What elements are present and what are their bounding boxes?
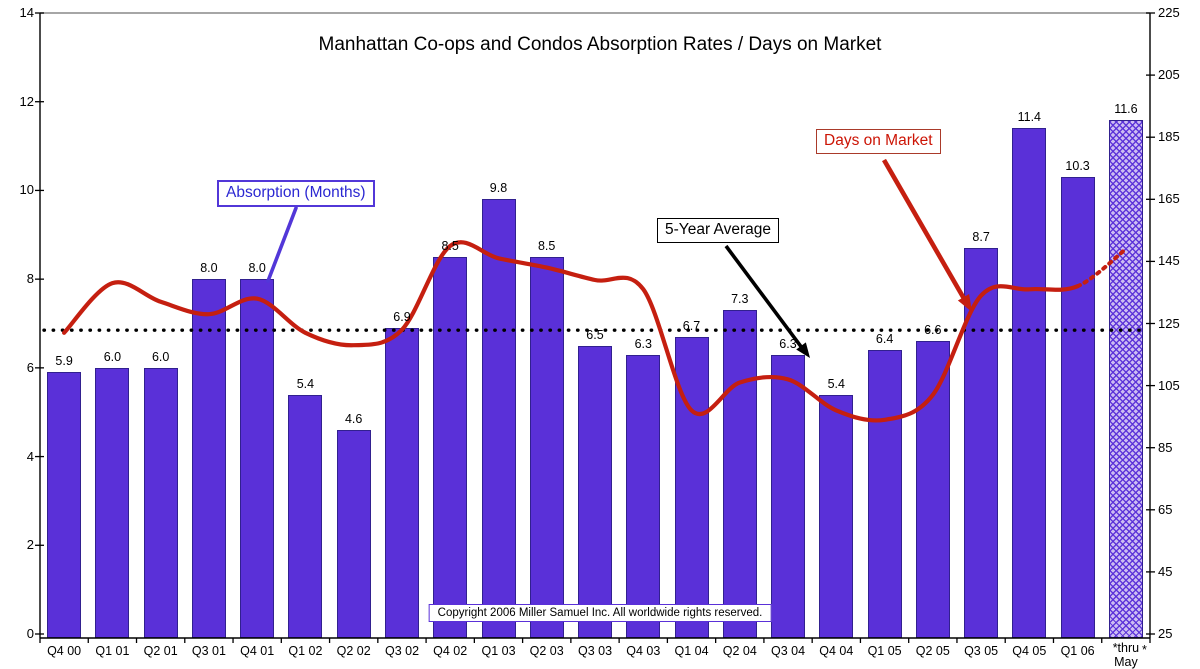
left-axis-tick-label: 2	[26, 537, 34, 553]
right-axis-tick-label: 145	[1158, 253, 1180, 269]
x-axis-label: Q3 03	[577, 644, 613, 658]
right-axis-tick-label: 85	[1158, 439, 1173, 455]
bar-value-label: 10.3	[1065, 159, 1090, 174]
left-axis-tick-label: 6	[26, 359, 34, 375]
bar-value-label: 4.6	[344, 412, 363, 426]
copyright-notice: Copyright 2006 Miller Samuel Inc. All wo…	[428, 604, 772, 622]
bar-value-label: 7.3	[731, 292, 749, 307]
bar-value-label: 5.4	[827, 376, 845, 391]
right-axis-tick-label: 205	[1158, 67, 1180, 83]
bar-value-label: 6.5	[586, 327, 604, 342]
bar-value-label: 6.9	[393, 309, 411, 324]
x-axis-label: Q1 01	[95, 644, 130, 658]
bar-value-label: 6.6	[924, 323, 942, 338]
bar-value-label: 11.6	[1114, 101, 1138, 116]
x-axis-label: Q1 05	[867, 644, 902, 658]
right-axis-tick-label: 105	[1158, 377, 1180, 393]
x-axis-label: Q3 02	[384, 644, 420, 658]
bar-value-label: 5.4	[296, 376, 315, 391]
days-on-market-annotation: Days on Market	[816, 129, 941, 154]
bar-value-label: 6.3	[779, 336, 797, 351]
bar-value-label: 8.5	[441, 239, 459, 253]
x-axis-label: Q4 00	[47, 644, 82, 658]
right-axis-tick-label: 225	[1158, 5, 1180, 20]
right-axis-tick-label: 65	[1158, 501, 1173, 517]
x-axis-label: Q4 02	[433, 644, 468, 658]
x-axis-label: Q4 04	[819, 644, 854, 658]
bar-value-label: 8.5	[537, 239, 556, 253]
bar-value-label: 8.0	[200, 261, 218, 276]
x-axis-label: Q4 05	[1012, 644, 1047, 658]
bar-value-label: 6.0	[151, 349, 170, 364]
right-axis-tick-label: 125	[1158, 315, 1180, 331]
bar-value-label: 11.4	[1017, 110, 1041, 125]
x-axis-label: Q2 02	[336, 644, 371, 658]
five-year-average-annotation: 5-Year Average	[657, 218, 780, 243]
x-axis-label: Q4 01	[240, 644, 275, 658]
x-axis-label: Q2 04	[722, 644, 757, 658]
bar-value-label: 9.8	[489, 181, 508, 196]
x-axis-label: Q3 01	[191, 644, 226, 658]
right-axis-tick-label: 185	[1158, 129, 1180, 145]
bar--thru-May	[1108, 119, 1143, 638]
absorption-months-annotation: Absorption (Months)	[217, 180, 375, 207]
left-axis-tick-label: 10	[19, 182, 34, 198]
x-axis-label: Q1 04	[674, 644, 709, 658]
right-axis-tick-label: 165	[1158, 191, 1180, 207]
chart-title: Manhattan Co-ops and Condos Absorption R…	[318, 34, 882, 55]
bar-value-label: 5.9	[55, 354, 73, 369]
right-axis-tick-label: 25	[1158, 626, 1173, 641]
left-axis-tick-label: 12	[19, 93, 34, 109]
bar-value-label: 8.7	[972, 230, 990, 245]
bar-value-label: 6.0	[103, 349, 122, 364]
footnote-asterisk: *	[1142, 643, 1147, 657]
x-axis-label: Q3 05	[964, 644, 999, 658]
bar-value-label: 8.0	[248, 261, 266, 276]
x-axis-label: *thru May	[1112, 641, 1140, 669]
bar-value-label: 6.4	[875, 332, 894, 347]
bar-value-label: 6.7	[682, 318, 701, 333]
x-axis-label: Q4 03	[626, 644, 661, 658]
x-axis-label: Q1 06	[1060, 644, 1095, 658]
right-axis-tick-label: 45	[1158, 563, 1173, 579]
x-axis-label: Q1 03	[481, 644, 516, 658]
bar-Q1-02	[288, 394, 323, 638]
bar-value-label: 6.3	[634, 336, 652, 351]
x-axis-label: Q2 05	[915, 644, 950, 658]
x-axis-label: Q3 04	[770, 644, 806, 658]
bar-Q4-04	[819, 394, 854, 638]
x-axis-label: Q2 01	[143, 644, 178, 658]
bar-Q2-02	[336, 430, 371, 638]
x-axis-label: Q2 03	[529, 644, 564, 658]
x-axis-label: Q1 02	[288, 644, 323, 658]
left-axis-tick-label: 0	[26, 626, 34, 641]
left-axis-tick-label: 8	[26, 271, 34, 287]
left-axis-tick-label: 4	[26, 448, 34, 464]
left-axis-tick-label: 14	[19, 5, 34, 20]
